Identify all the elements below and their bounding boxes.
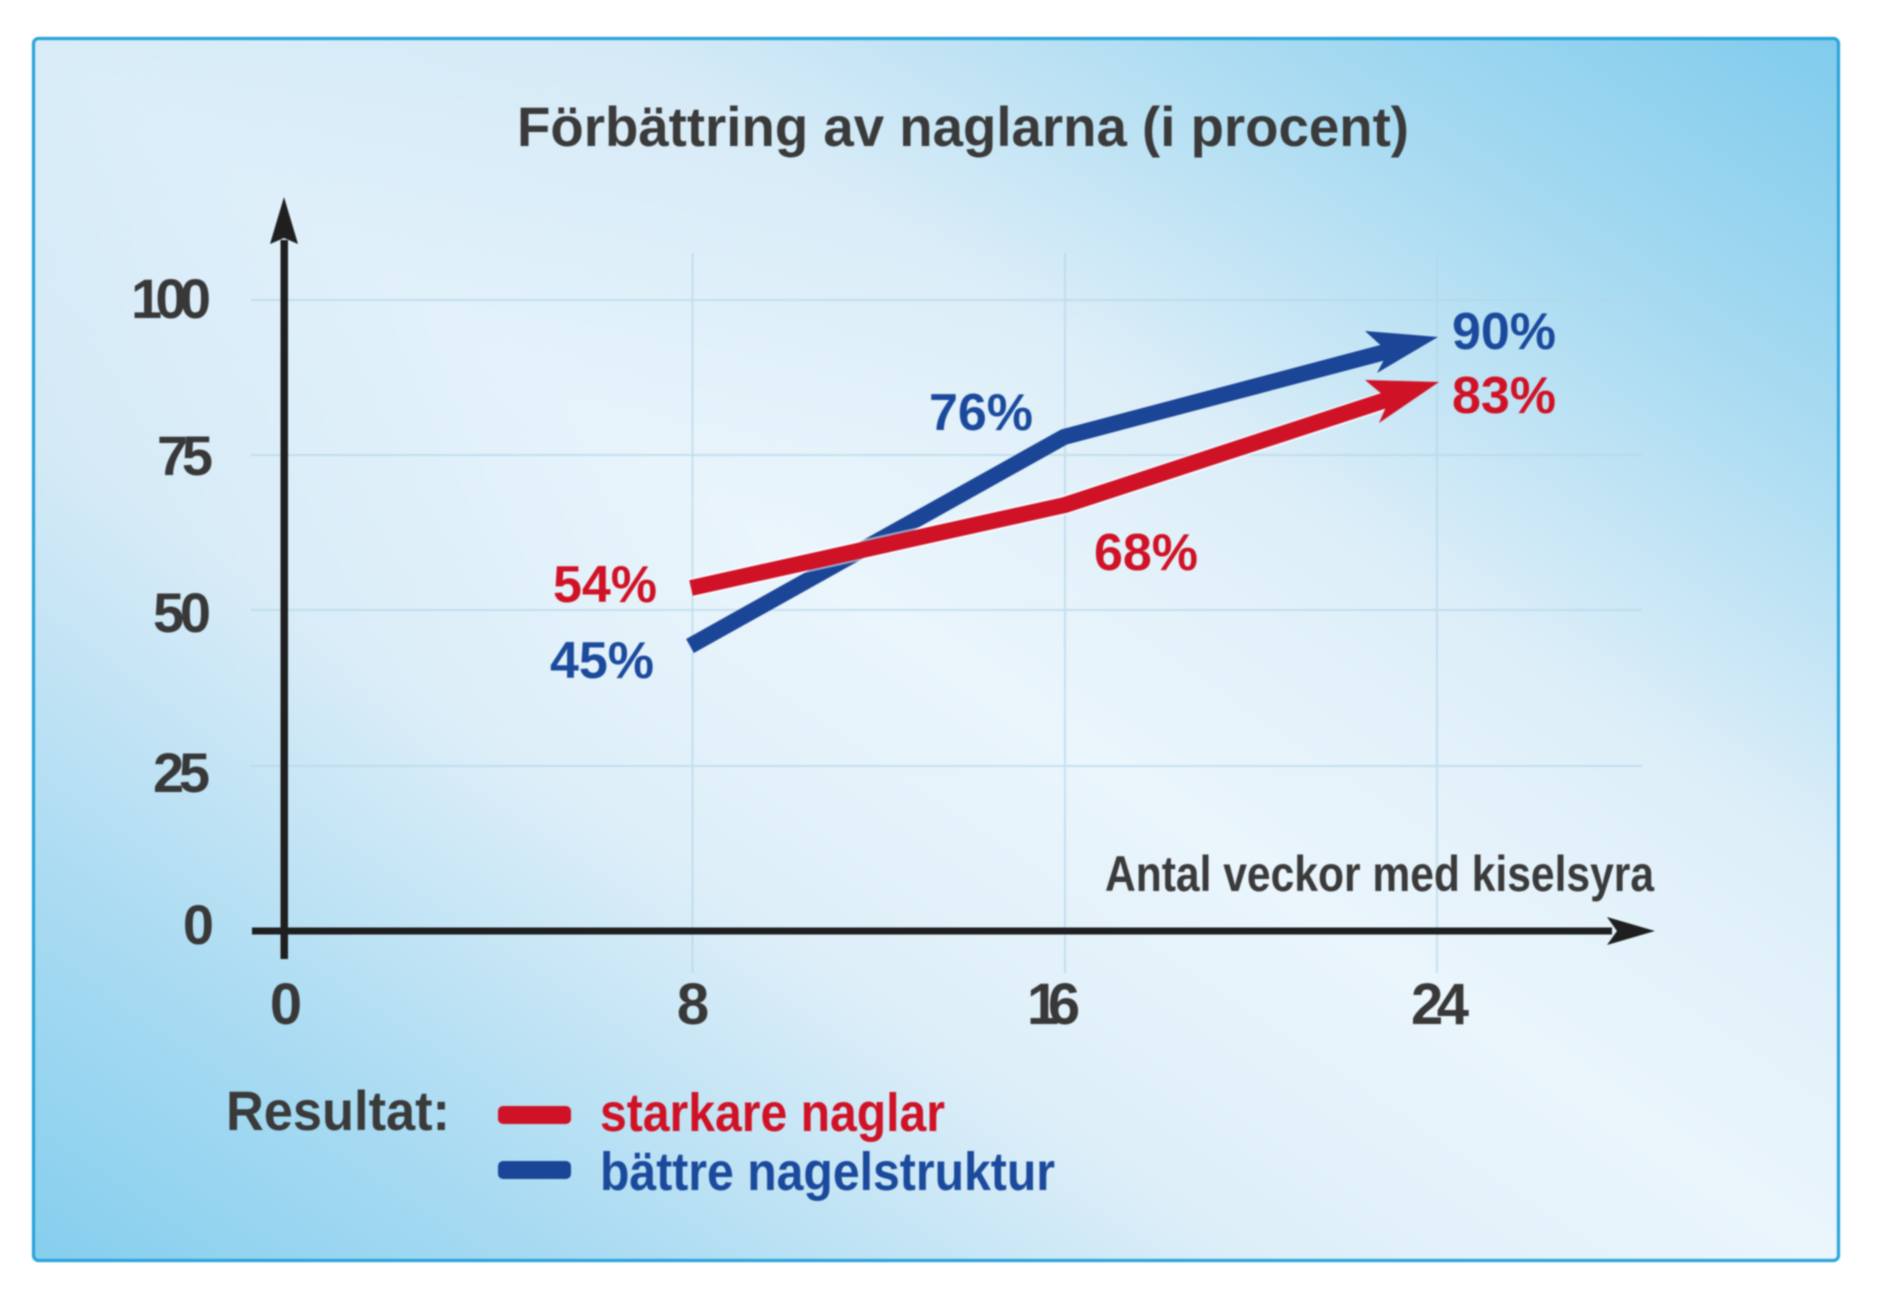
svg-text:68%: 68% (1094, 524, 1198, 582)
svg-text:83%: 83% (1452, 367, 1556, 425)
svg-text:50: 50 (153, 581, 211, 644)
svg-text:Förbättring av naglarna (i pro: Förbättring av naglarna (i procent) (517, 95, 1409, 158)
svg-text:76%: 76% (929, 384, 1033, 442)
svg-text:45%: 45% (550, 632, 654, 690)
svg-text:100: 100 (131, 267, 211, 330)
svg-text:Antal veckor med kiselsyra: Antal veckor med kiselsyra (1105, 846, 1655, 902)
svg-text:Resultat:: Resultat: (226, 1079, 450, 1142)
svg-text:24: 24 (1411, 972, 1469, 1037)
svg-text:6: 6 (1048, 972, 1080, 1037)
svg-text:54%: 54% (553, 556, 657, 614)
svg-text:bättre nagelstruktur: bättre nagelstruktur (600, 1142, 1055, 1202)
svg-text:0: 0 (183, 893, 214, 956)
svg-text:0: 0 (270, 972, 302, 1037)
svg-text:starkare naglar: starkare naglar (600, 1083, 945, 1143)
svg-text:75: 75 (157, 424, 213, 487)
svg-text:8: 8 (677, 972, 709, 1037)
svg-text:1: 1 (1027, 972, 1059, 1037)
svg-text:90%: 90% (1452, 303, 1556, 361)
svg-text:25: 25 (153, 741, 210, 804)
